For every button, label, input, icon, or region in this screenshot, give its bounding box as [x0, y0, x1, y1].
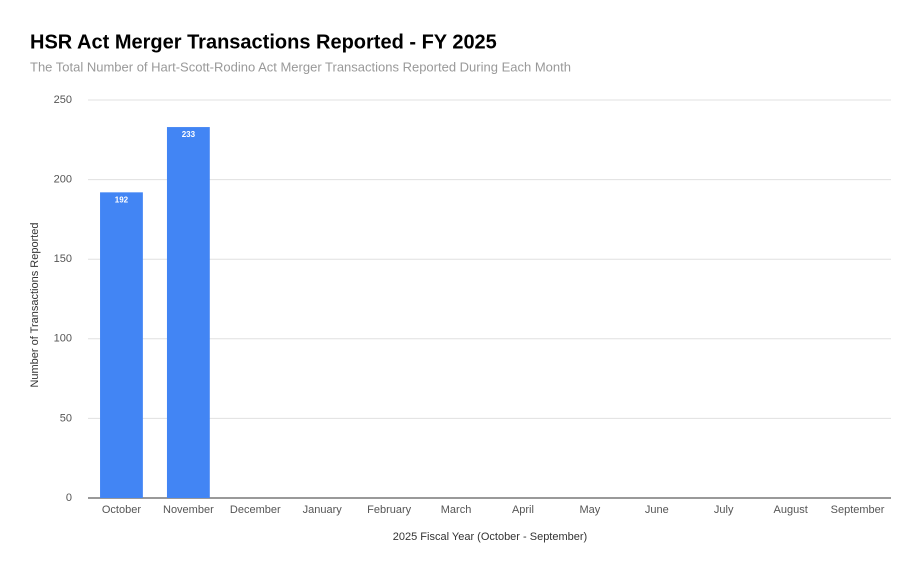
x-tick-label: December [230, 504, 281, 516]
x-axis-title: 2025 Fiscal Year (October - September) [393, 531, 587, 543]
data-label: 233 [182, 130, 196, 139]
x-tick-label: August [774, 504, 808, 516]
x-tick-label: January [303, 504, 343, 516]
data-label: 192 [115, 195, 129, 204]
x-tick-label: May [579, 504, 600, 516]
y-tick-label: 50 [60, 412, 72, 424]
bar [100, 192, 143, 498]
x-tick-label: June [645, 504, 669, 516]
x-tick-label: April [512, 504, 534, 516]
y-tick-label: 0 [66, 492, 72, 504]
chart-title: HSR Act Merger Transactions Reported - F… [30, 31, 497, 53]
y-tick-label: 200 [54, 174, 72, 186]
x-tick-label: February [367, 504, 412, 516]
y-tick-label: 250 [54, 94, 72, 106]
y-tick-label: 100 [54, 333, 72, 345]
x-tick-label: September [831, 504, 885, 516]
x-tick-label: November [163, 504, 214, 516]
x-tick-label: July [714, 504, 734, 516]
chart-subtitle: The Total Number of Hart-Scott-Rodino Ac… [30, 59, 571, 74]
y-tick-label: 150 [54, 253, 72, 265]
bar [166, 127, 210, 499]
x-tick-label: October [102, 504, 141, 516]
x-tick-label: March [441, 504, 472, 516]
y-axis-title: Number of Transactions Reported [29, 222, 41, 387]
